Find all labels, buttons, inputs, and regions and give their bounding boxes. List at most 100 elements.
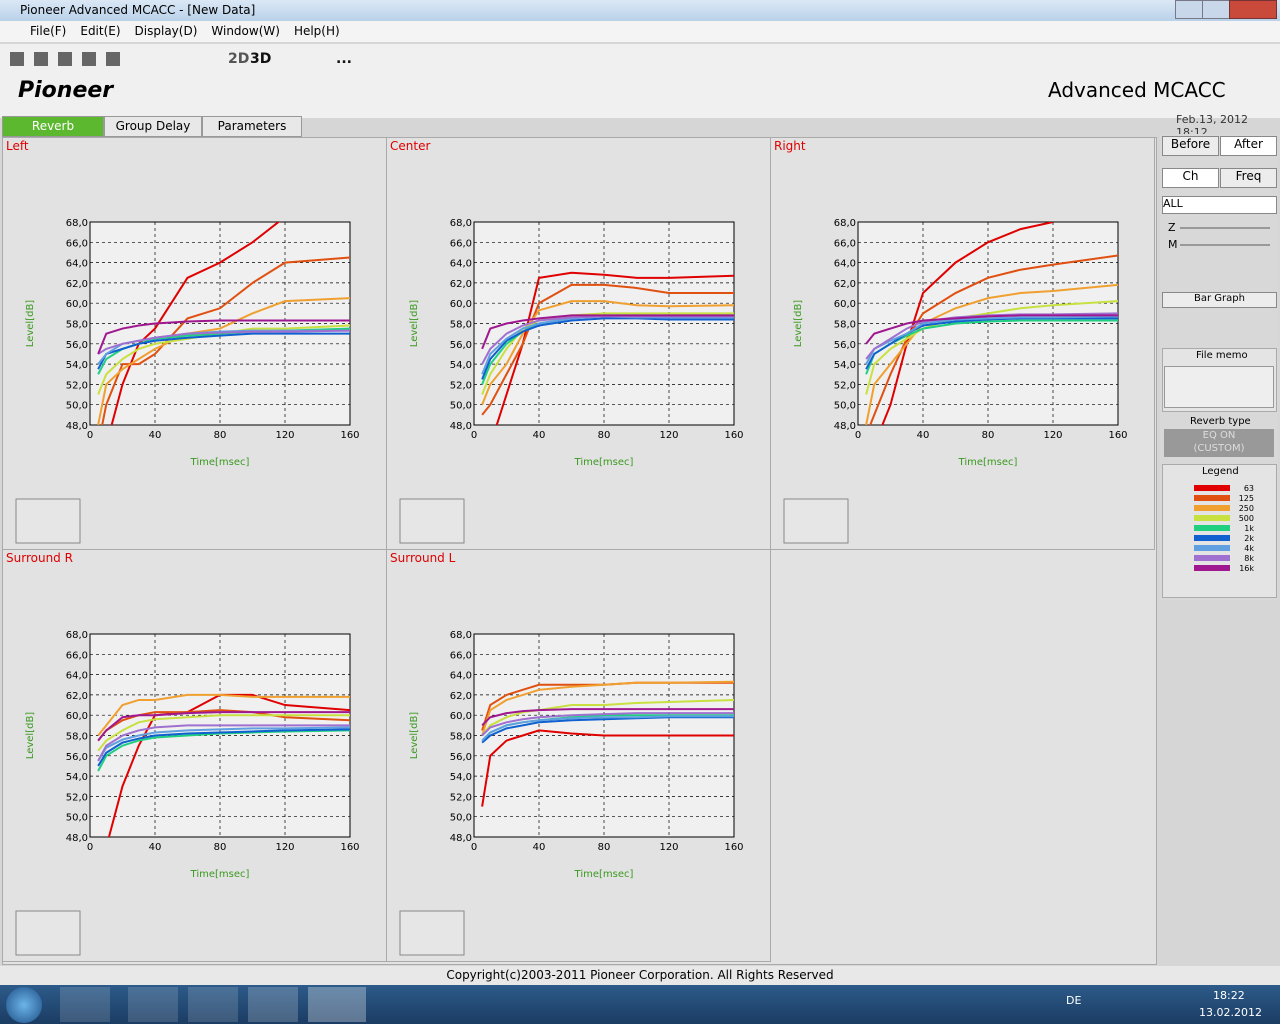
taskbar-app[interactable] bbox=[308, 987, 366, 1022]
legend-label: 63 bbox=[1244, 484, 1254, 493]
bar-graph-button[interactable]: Bar Graph bbox=[1162, 292, 1277, 308]
series-line bbox=[481, 317, 734, 380]
file-memo-input[interactable] bbox=[1164, 366, 1274, 408]
legend-title: Legend bbox=[1202, 466, 1239, 477]
chart-title: Center bbox=[390, 139, 430, 153]
menu-item[interactable]: Help(H) bbox=[293, 24, 340, 38]
y-axis-label: Level[dB] bbox=[409, 712, 420, 760]
series-line bbox=[97, 729, 350, 772]
chart: Surround L 48,0 50,0 52,0 54,0 56,0 58,0 60,0 62… bbox=[387, 550, 771, 962]
series-line bbox=[97, 726, 350, 762]
y-tick-label: 68,0 bbox=[450, 630, 472, 641]
y-tick-label: 56,0 bbox=[450, 752, 472, 763]
y-tick-label: 58,0 bbox=[66, 320, 88, 331]
zoom-slider[interactable] bbox=[1180, 227, 1270, 229]
x-tick-label: 40 bbox=[533, 842, 546, 853]
menu-item[interactable]: File(F) bbox=[30, 24, 67, 38]
legend-label: 500 bbox=[1239, 514, 1254, 523]
x-axis-label: Time[msec] bbox=[190, 457, 250, 468]
y-tick-label: 60,0 bbox=[450, 299, 472, 310]
status-bar: Copyright(c)2003-2011 Pioneer Corporatio… bbox=[0, 966, 1280, 985]
series-line bbox=[97, 711, 350, 742]
y-tick-label: 64,0 bbox=[66, 671, 88, 682]
toolbar-icons[interactable] bbox=[10, 52, 120, 66]
x-tick-label: 80 bbox=[214, 842, 227, 853]
y-tick-label: 50,0 bbox=[66, 401, 88, 412]
x-tick-label: 80 bbox=[982, 430, 995, 441]
taskbar-app[interactable] bbox=[248, 987, 298, 1022]
y-tick-label: 54,0 bbox=[450, 360, 472, 371]
maximize-button[interactable] bbox=[1202, 0, 1230, 19]
x-tick-label: 0 bbox=[471, 430, 477, 441]
y-tick-label: 62,0 bbox=[66, 279, 88, 290]
clock-time[interactable]: 18:22 bbox=[1213, 989, 1245, 1002]
y-tick-label: 64,0 bbox=[834, 259, 856, 270]
series-line bbox=[481, 680, 734, 736]
y-tick-label: 52,0 bbox=[450, 792, 472, 803]
y-tick-label: 68,0 bbox=[834, 218, 856, 229]
m-slider[interactable] bbox=[1180, 244, 1270, 246]
after-button[interactable]: After bbox=[1220, 136, 1277, 156]
y-tick-label: 52,0 bbox=[834, 380, 856, 391]
y-tick-label: 60,0 bbox=[834, 299, 856, 310]
legend-swatch bbox=[1194, 535, 1230, 541]
before-button[interactable]: Before bbox=[1162, 136, 1219, 156]
legend-label: 1k bbox=[1244, 524, 1254, 533]
channel-select[interactable]: ALL bbox=[1162, 196, 1277, 214]
x-tick-label: 0 bbox=[87, 842, 93, 853]
file-memo-label: File memo bbox=[1196, 350, 1248, 361]
chart: Surround R 48,0 50,0 52,0 54,0 56,0 58,0 60,0 62… bbox=[3, 550, 387, 962]
y-tick-label: 52,0 bbox=[66, 792, 88, 803]
x-tick-label: 160 bbox=[1108, 430, 1127, 441]
close-button[interactable] bbox=[1229, 0, 1277, 19]
y-tick-label: 48,0 bbox=[450, 421, 472, 432]
taskbar-app[interactable] bbox=[188, 987, 238, 1022]
y-tick-label: 58,0 bbox=[66, 732, 88, 743]
y-tick-label: 50,0 bbox=[834, 401, 856, 412]
freq-button[interactable]: Freq bbox=[1220, 168, 1277, 188]
more-button[interactable]: ... bbox=[336, 51, 352, 67]
tab[interactable]: Reverb bbox=[2, 116, 104, 137]
y-tick-label: 68,0 bbox=[66, 630, 88, 641]
language[interactable]: DE bbox=[1066, 994, 1082, 1007]
y-tick-label: 50,0 bbox=[450, 401, 472, 412]
reverb-type-line: EQ ON bbox=[1202, 430, 1236, 441]
title-bar: Pioneer Advanced MCACC - [New Data] bbox=[0, 0, 1280, 21]
chart: Right 48,0 50,0 52,0 54,0 56,0 58,0 60,0 62,0 64,… bbox=[771, 138, 1155, 550]
series-line bbox=[481, 729, 734, 807]
y-axis-label: Level[dB] bbox=[25, 712, 36, 760]
series-line bbox=[97, 329, 350, 355]
tab[interactable]: Parameters bbox=[202, 116, 302, 137]
legend-swatch bbox=[1194, 505, 1230, 511]
y-axis-label: Level[dB] bbox=[409, 300, 420, 348]
y-tick-label: 66,0 bbox=[834, 238, 856, 249]
tab[interactable]: Group Delay bbox=[104, 116, 202, 137]
view-2d-button[interactable]: 2D bbox=[228, 51, 250, 67]
menu-item[interactable]: Window(W) bbox=[211, 24, 280, 38]
menu-item[interactable]: Display(D) bbox=[134, 24, 198, 38]
reverb-type-line: (CUSTOM) bbox=[1193, 443, 1245, 454]
taskbar-app[interactable] bbox=[128, 987, 178, 1022]
view-3d-button[interactable]: 3D bbox=[250, 51, 272, 67]
minimize-button[interactable] bbox=[1175, 0, 1203, 19]
y-tick-label: 56,0 bbox=[450, 340, 472, 351]
y-tick-label: 48,0 bbox=[66, 421, 88, 432]
y-tick-label: 54,0 bbox=[66, 772, 88, 783]
y-tick-label: 60,0 bbox=[66, 711, 88, 722]
y-tick-label: 48,0 bbox=[450, 833, 472, 844]
menu-item[interactable]: Edit(E) bbox=[80, 24, 121, 38]
legend-swatch bbox=[1194, 515, 1230, 521]
start-button[interactable] bbox=[6, 987, 42, 1023]
y-tick-label: 68,0 bbox=[450, 218, 472, 229]
legend-swatch bbox=[1194, 545, 1230, 551]
legend-label: 8k bbox=[1244, 554, 1254, 563]
legend-label: 125 bbox=[1239, 494, 1254, 503]
taskbar-app[interactable] bbox=[60, 987, 110, 1022]
ch-button[interactable]: Ch bbox=[1162, 168, 1219, 188]
product-name: Advanced MCACC bbox=[1048, 78, 1226, 102]
y-tick-label: 66,0 bbox=[66, 650, 88, 661]
clock-date[interactable]: 13.02.2012 bbox=[1199, 1006, 1262, 1019]
series-line bbox=[495, 271, 734, 425]
x-tick-label: 80 bbox=[214, 430, 227, 441]
chart: Left 48,0 50,0 52,0 54,0 56,0 58,0 60,0 62,0 64,0… bbox=[3, 138, 387, 550]
